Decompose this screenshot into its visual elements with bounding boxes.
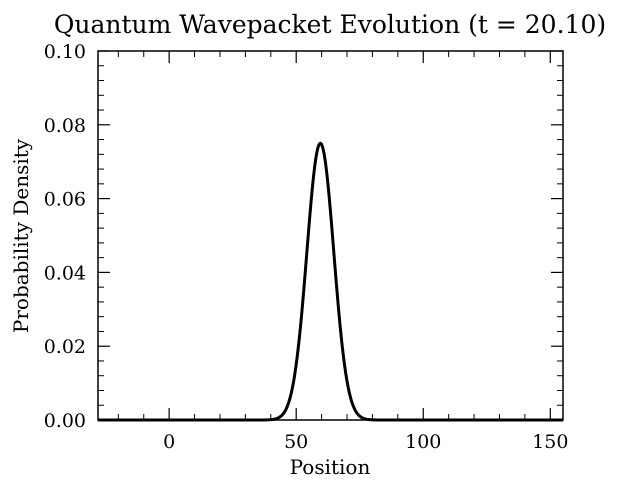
- ticks: [98, 50, 563, 421]
- x-tick-label: 50: [284, 431, 308, 453]
- x-axis-label: Position: [290, 455, 371, 479]
- y-tick-label: 0.08: [44, 115, 86, 137]
- y-tick-label: 0.04: [44, 262, 86, 284]
- plot-area: [97, 50, 564, 422]
- y-axis-label: Probability Density: [9, 138, 33, 333]
- y-tick-label: 0.10: [44, 41, 86, 63]
- x-tick-label: 100: [405, 431, 441, 453]
- y-tick-label: 0.00: [44, 410, 86, 432]
- y-tick-labels: 0.00 0.02 0.04 0.06 0.08 0.10: [44, 41, 86, 432]
- chart-title: Quantum Wavepacket Evolution (t = 20.10): [54, 10, 606, 39]
- x-tick-label: 150: [532, 431, 568, 453]
- series-line: [97, 141, 564, 422]
- x-tick-labels: 0 50 100 150: [163, 431, 568, 453]
- y-tick-label: 0.02: [44, 336, 86, 358]
- plot-frame: [97, 50, 564, 421]
- y-tick-label: 0.06: [44, 189, 86, 211]
- x-tick-label: 0: [163, 431, 175, 453]
